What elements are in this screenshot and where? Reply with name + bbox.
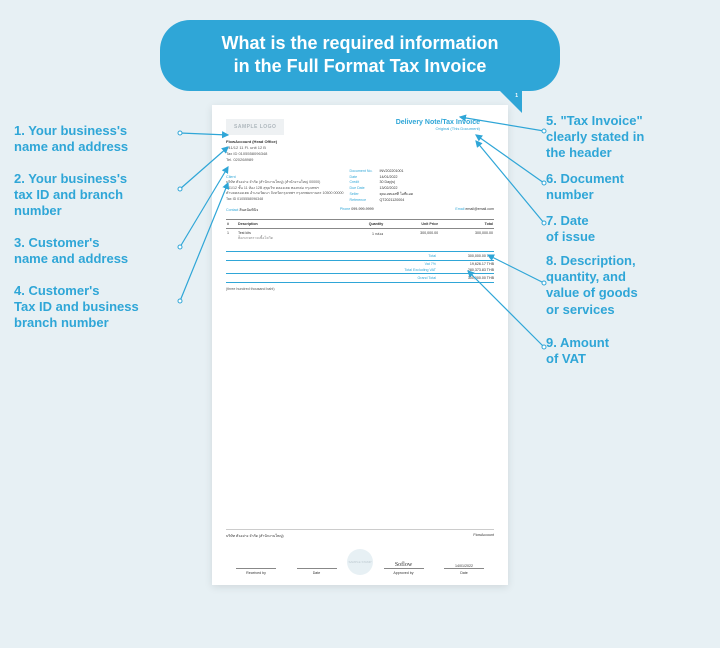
callout-label: 3. Customer'sname and address	[14, 235, 184, 268]
callout-label: 2. Your business'stax ID and branchnumbe…	[14, 171, 184, 220]
totals-block: Total300,000.00 THBVat 7%19,626.17 THBTo…	[226, 251, 494, 283]
contact-row: Contact สินคนัมพินิจPhone 099-999-9999Em…	[226, 207, 494, 213]
callout-label: 9. Amountof VAT	[546, 335, 609, 368]
client-block: Client บริษัท ตัวอย่าง จำกัด (สำนักงานให…	[226, 175, 343, 204]
corner-number: 1	[515, 93, 518, 99]
stamp-icon: SAMPLE STAMP	[347, 549, 373, 575]
invoice-subtitle: Original (This Document)	[396, 126, 480, 131]
amount-words: (three hundred thousand baht)	[226, 287, 494, 291]
callout-label: 5. "Tax Invoice"clearly stated inthe hea…	[546, 113, 644, 162]
line-items-table: #DescriptionQuantityUnit PriceTotal 1Tes…	[226, 219, 494, 243]
page-title: What is the required information in the …	[160, 20, 560, 91]
invoice-document: 1 SAMPLE LOGO FlowAccount (Head Office) …	[212, 105, 508, 585]
invoice-footer: บริษัท ตัวอย่าง จำกัด (สำนักงานใหญ่) Flo…	[226, 529, 494, 575]
sample-logo: SAMPLE LOGO	[226, 119, 284, 135]
seller-info: FlowAccount (Head Office) 141/12 11 Fl. …	[226, 139, 284, 163]
main-content: 1 SAMPLE LOGO FlowAccount (Head Office) …	[0, 105, 720, 625]
callout-label: 8. Description,quantity, andvalue of goo…	[546, 253, 638, 318]
callout-label: 1. Your business'sname and address	[14, 123, 184, 156]
callout-label: 4. Customer'sTax ID and businessbranch n…	[14, 283, 184, 332]
callout-label: 7. Dateof issue	[546, 213, 595, 246]
callout-label: 6. Documentnumber	[546, 171, 624, 204]
invoice-title: Delivery Note/Tax Invoice	[396, 119, 480, 126]
corner-fold	[500, 91, 522, 113]
doc-meta: Document No.INV202201001Date14/01/2022Cr…	[349, 169, 494, 204]
